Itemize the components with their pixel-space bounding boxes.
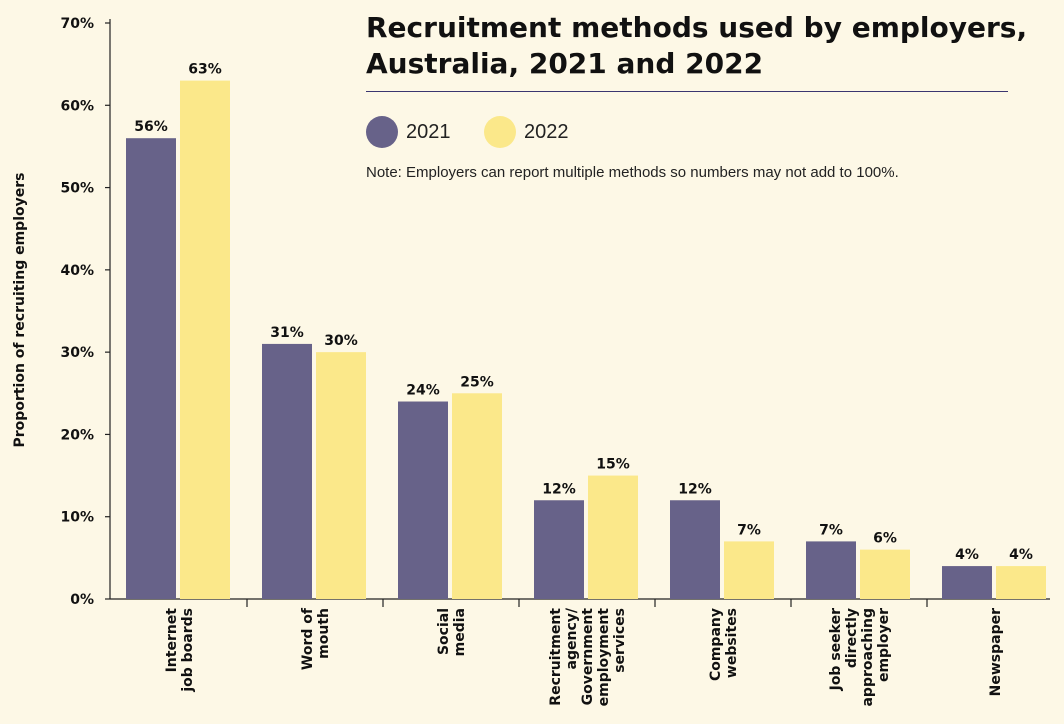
bar-2021	[670, 500, 720, 599]
y-tick-label: 60%	[60, 98, 94, 114]
data-label-2021: 31%	[270, 325, 304, 341]
x-tick-label: Word ofmouth	[300, 607, 332, 670]
data-label-2021: 7%	[819, 522, 843, 538]
x-tick-label-line: directly	[844, 608, 860, 668]
bar-2021	[126, 138, 176, 599]
chart-title-line-1: Recruitment methods used by employers,	[366, 11, 1028, 44]
data-label-2021: 4%	[955, 547, 979, 563]
legend-label-2021: 2021	[406, 121, 451, 143]
x-tick-label-line: media	[452, 608, 468, 656]
bar-2022	[996, 566, 1046, 599]
bar-2021	[942, 566, 992, 599]
x-tick-label: Internetjob boards	[164, 608, 196, 693]
data-label-2021: 12%	[678, 481, 712, 497]
x-tick-label-line: agency/	[564, 607, 580, 669]
bar-2022	[724, 541, 774, 599]
data-label-2022: 15%	[596, 457, 630, 473]
x-tick-label-line: mouth	[316, 608, 332, 659]
bar-2021	[262, 343, 312, 599]
x-tick-label-line: employer	[876, 608, 892, 682]
x-tick-label-line: Company	[708, 608, 724, 681]
bar-2022	[180, 80, 230, 600]
x-tick-label: Companywebsites	[708, 608, 740, 681]
y-tick-label: 20%	[60, 427, 94, 443]
y-tick-label: 40%	[60, 263, 94, 279]
x-tick-label-line: Social	[436, 608, 452, 655]
y-tick-label: 70%	[60, 16, 94, 32]
data-label-2022: 7%	[737, 522, 761, 538]
bar-2021	[398, 401, 448, 599]
x-tick-label-line: Government	[580, 608, 596, 706]
data-label-2022: 4%	[1009, 547, 1033, 563]
data-label-2021: 24%	[406, 383, 440, 399]
y-tick-label: 50%	[60, 181, 94, 197]
bar-2021	[534, 500, 584, 599]
data-label-2022: 6%	[873, 531, 897, 547]
chart-title: Recruitment methods used by employers, A…	[366, 10, 1046, 82]
data-label-2021: 12%	[542, 481, 576, 497]
y-tick-label: 0%	[70, 592, 94, 608]
x-tick-label: Recruitmentagency/Governmentemploymentse…	[548, 607, 628, 706]
x-tick-label-line: Recruitment	[548, 608, 564, 706]
data-label-2021: 56%	[134, 119, 168, 135]
y-tick-label: 10%	[60, 510, 94, 526]
bar-2022	[588, 475, 638, 599]
x-tick-label-line: websites	[724, 608, 740, 678]
data-label-2022: 25%	[460, 374, 494, 390]
x-tick-label: Job seekerdirectlyapproachingemployer	[828, 608, 892, 707]
legend-swatch-2021	[366, 116, 398, 148]
y-tick-label: 30%	[60, 345, 94, 361]
title-rule	[366, 91, 1008, 92]
bar-2022	[452, 393, 502, 599]
bar-2022	[860, 549, 910, 599]
x-tick-label: Newspaper	[988, 608, 1004, 696]
x-tick-label-line: Newspaper	[988, 608, 1004, 696]
data-label-2022: 30%	[324, 333, 358, 349]
x-tick-label-line: job boards	[180, 608, 196, 693]
bar-2021	[806, 541, 856, 599]
x-tick-label-line: services	[612, 608, 628, 673]
data-label-2022: 63%	[188, 62, 222, 78]
y-axis-title-text: Proportion of recruiting employers	[12, 172, 28, 448]
x-tick-label-line: Internet	[164, 608, 180, 673]
x-tick-label: Socialmedia	[436, 608, 468, 656]
x-tick-label-line: Job seeker	[828, 608, 844, 691]
x-tick-label-line: approaching	[860, 608, 876, 707]
x-tick-label-line: Word of	[300, 607, 316, 670]
chart-note: Note: Employers can report multiple meth…	[366, 164, 899, 181]
legend-label-2022: 2022	[524, 121, 569, 143]
chart-title-line-2: Australia, 2021 and 2022	[366, 47, 764, 80]
bar-2022	[316, 352, 366, 599]
x-tick-label-line: employment	[596, 608, 612, 707]
legend-swatch-2022	[484, 116, 516, 148]
